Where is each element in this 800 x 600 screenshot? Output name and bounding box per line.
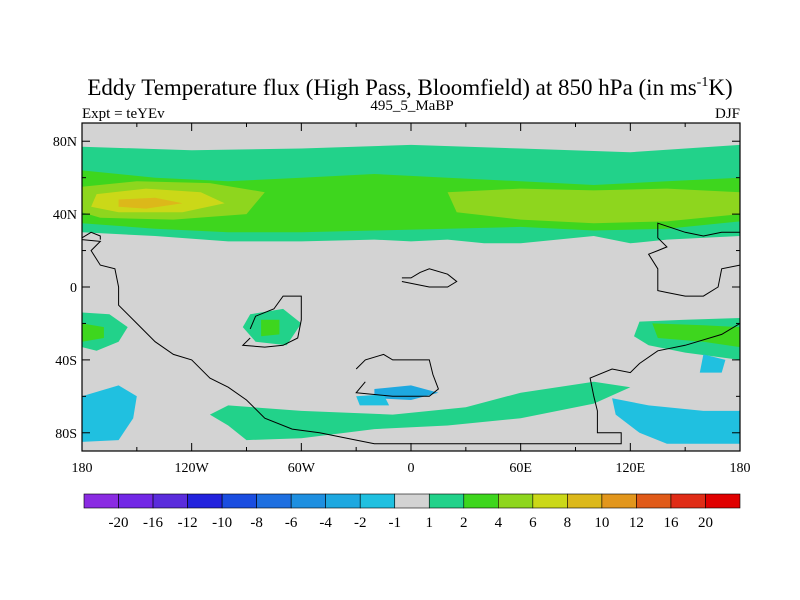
coastline-6 [82, 231, 101, 240]
colorbar-swatch [325, 493, 361, 509]
colorbar-swatch [221, 493, 257, 509]
colorbar-label: 16 [663, 515, 679, 531]
colorbar-label: 8 [564, 515, 572, 531]
region-sh-east-blue [612, 398, 740, 444]
colorbar-swatch [83, 493, 119, 509]
colorbar-label: -8 [250, 515, 263, 531]
colorbar-swatch [290, 493, 326, 509]
y-tick-label: 40N [53, 208, 77, 223]
x-tick-label: 120W [175, 461, 210, 476]
title-main: Eddy Temperature flux (High Pass, Bloomf… [87, 75, 696, 100]
y-tick-label: 80S [55, 427, 77, 442]
colorbar-label: 10 [594, 515, 609, 531]
colorbar-swatch [532, 493, 568, 509]
region-africa-core [261, 319, 280, 337]
colorbar-swatch [498, 493, 534, 509]
y-axis: 80N 40N 0 40S 80S [53, 135, 740, 442]
colorbar-swatch [463, 493, 499, 509]
title-end: K) [708, 75, 732, 100]
x-tick-label: 60W [288, 461, 316, 476]
x-tick-label: 180 [730, 461, 751, 476]
region-nh-asia-max [447, 188, 740, 224]
region-sh-west-core [82, 323, 104, 342]
colorbar-swatch [152, 493, 188, 509]
y-tick-label: 80N [53, 135, 77, 150]
colorbar-swatch [118, 493, 154, 509]
colorbar-label: -10 [212, 515, 232, 531]
region-sh-west-green [82, 312, 128, 351]
coastline-5 [355, 353, 439, 397]
coastline-2 [647, 222, 740, 297]
coastlines [82, 222, 740, 445]
colorbar-swatch [428, 493, 465, 509]
colorbar-label: 2 [460, 515, 468, 531]
colorbar-swatch [567, 493, 603, 509]
colorbar-swatch [705, 493, 741, 509]
colorbar-swatch [601, 493, 637, 509]
y-tick-label: 40S [55, 354, 77, 369]
colorbar: -20 -16 -12 -10 -8 -6 -4 -2 -1 1 2 4 6 8 10 12 16 20 [83, 493, 741, 531]
colorbar-label: 1 [426, 515, 434, 531]
colorbar-swatch [359, 493, 396, 509]
colorbar-label: 4 [495, 515, 503, 531]
coastline-4 [401, 268, 458, 288]
region-sh-east-core [652, 323, 740, 348]
colorbar-label: -12 [178, 515, 198, 531]
region-nh-core-max [118, 197, 183, 209]
contour-regions [82, 144, 740, 444]
colorbar-label: 6 [529, 515, 537, 531]
x-tick-label: 180 [72, 461, 93, 476]
colorbar-label: -2 [354, 515, 367, 531]
left-label: Expt = teYEv [82, 106, 165, 122]
colorbar-label: -16 [143, 515, 163, 531]
title-exponent: -1 [697, 75, 709, 90]
colorbar-label: -6 [285, 515, 298, 531]
colorbar-swatch [670, 493, 706, 509]
coastline-1 [82, 239, 740, 445]
map-area [82, 123, 740, 451]
region-sh-east-blue-small [699, 354, 726, 373]
region-sh-ocean-band [209, 381, 631, 441]
x-axis: 180 120W 60W 0 60E 120E 180 [72, 123, 751, 476]
colorbar-swatch [187, 493, 223, 509]
colorbar-label: 20 [698, 515, 713, 531]
y-tick-label: 0 [70, 281, 77, 296]
x-tick-label: 120E [616, 461, 646, 476]
center-label: 495_5_MaBP [370, 98, 453, 114]
colorbar-swatch [256, 493, 292, 509]
x-tick-label: 60E [509, 461, 532, 476]
coastline-3 [241, 295, 302, 348]
colorbar-label: -20 [109, 515, 129, 531]
colorbar-label: -4 [319, 515, 332, 531]
chart-title: Eddy Temperature flux (High Pass, Bloomf… [87, 75, 732, 100]
colorbar-label: -1 [388, 515, 401, 531]
x-tick-label: 0 [408, 461, 415, 476]
region-mid-ocean-small [356, 394, 390, 406]
region-sh-west-blue [82, 385, 137, 442]
colorbar-swatch [636, 493, 672, 509]
colorbar-label: 12 [629, 515, 644, 531]
colorbar-swatch [394, 493, 430, 509]
right-label: DJF [715, 106, 740, 122]
